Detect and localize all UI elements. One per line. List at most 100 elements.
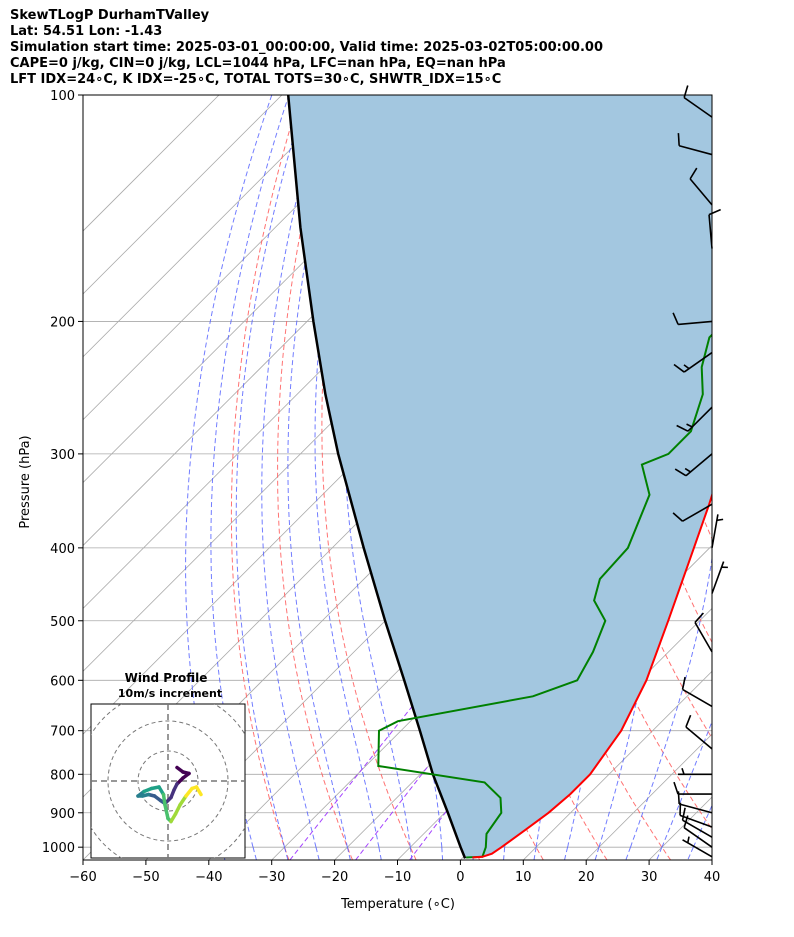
barb-staff [683,827,713,848]
wind-barbs [672,85,728,858]
wind-barb [689,167,713,206]
barb-flag [676,424,689,432]
barb-half-flag [681,768,685,775]
barb-half-flag [683,364,690,370]
barb-staff [689,178,713,206]
isotherm-line [523,670,712,860]
wind-barb [674,453,713,477]
y-tick-label: 300 [50,448,75,463]
moist-adiabat-line [750,95,794,860]
temperature-line [472,491,712,859]
barb-flag [685,714,692,728]
dry-adiabat-line [724,95,794,860]
dry-adiabat-line [756,95,794,860]
isotherm-line [711,859,712,860]
barb-half-flag [721,566,728,569]
x-tick-label: 30 [641,870,658,885]
wind-barb [676,406,713,432]
hodograph-segment [178,794,188,807]
barb-half-flag [716,518,724,522]
barb-staff [682,503,713,522]
barb-staff [678,144,713,156]
x-axis-label: Temperature (∘C) [340,897,455,912]
wind-barb [673,781,712,795]
wind-barb [672,503,713,522]
barb-staff [685,726,713,750]
barb-flag [673,781,679,795]
barb-staff [682,688,713,708]
moist-adiabat-line [625,95,712,860]
wind-profile-inset: Wind Profile 10m/s increment [90,671,246,859]
dry-adiabat-line [789,95,794,860]
x-tick-label: −20 [321,870,348,885]
barb-flag [673,363,685,373]
inset-subtitle: 10m/s increment [118,687,222,700]
wind-barb [681,807,713,838]
hodograph-segment [194,785,203,797]
title-line-location: Lat: 54.51 Lon: -1.43 [10,24,163,39]
barb-flag [677,791,680,805]
wind-barb [711,561,728,594]
isotherm-line [83,95,346,358]
x-tick-label: 40 [704,870,721,885]
y-axis-label: Pressure (hPa) [18,435,33,528]
barb-flag [674,468,687,477]
moist-adiabat-line [210,95,290,860]
barb-staff [694,622,713,653]
y-tick-label: 500 [50,615,75,630]
barb-flag [677,133,680,146]
cin-shaded-area [288,95,712,859]
hodograph-ring [137,750,199,812]
x-tick-label: 0 [456,870,464,885]
barb-staff [711,561,725,594]
isotherm-line [83,95,220,232]
cin-shading [288,95,712,859]
barb-half-flag [686,836,690,844]
barb-flag [689,167,698,180]
y-tick-label: 1000 [42,841,75,856]
wind-barb [708,208,721,249]
dry-adiabat-line [321,95,417,860]
barb-half-flag [684,467,691,473]
profile-lines [286,95,712,859]
barb-flag [683,85,689,98]
isotherm-line [83,95,408,421]
moist-adiabat-line [687,804,712,860]
wind-barb [681,676,713,708]
barb-flag [681,807,686,821]
x-tick-label: −30 [258,870,285,885]
barb-staff [711,514,719,549]
wind-barb [711,514,724,549]
chart-header: SkewTLogP DurhamTValley Lat: 54.51 Lon: … [10,8,603,88]
title-line-station: SkewTLogP DurhamTValley [10,8,210,23]
dry-adiabat-line [520,95,712,830]
y-tick-label: 400 [50,542,75,557]
barb-staff [683,96,713,118]
y-tick-label: 100 [50,89,75,104]
wind-barb [682,836,713,858]
x-tick-label: 10 [515,870,532,885]
barb-staff [708,214,713,249]
x-tick-label: −60 [69,870,96,885]
wind-barb [694,612,713,653]
dewpoint-line [377,333,712,859]
barb-flag [694,612,704,623]
hodograph-segment [163,803,170,821]
moist-adiabat-line [314,95,382,860]
y-tick-label: 900 [50,807,75,822]
x-tick-label: −10 [384,870,411,885]
y-axis-ticks: 100 200 300 400 500 600 700 800 900 1000 [42,89,83,856]
wind-barb [678,768,712,776]
barb-flag [708,208,721,216]
mixing-ratio-line [289,679,434,860]
hodograph-segment [161,792,167,807]
hodograph-ring [107,720,229,842]
y-tick-label: 700 [50,725,75,740]
wind-barb [673,351,713,373]
title-line-cape: CAPE=0 j/kg, CIN=0 j/kg, LCL=1044 hPa, L… [10,56,506,71]
barb-flag [672,512,684,522]
y-tick-label: 600 [50,674,75,689]
y-tick-label: 800 [50,768,75,783]
barb-flag [681,676,686,690]
